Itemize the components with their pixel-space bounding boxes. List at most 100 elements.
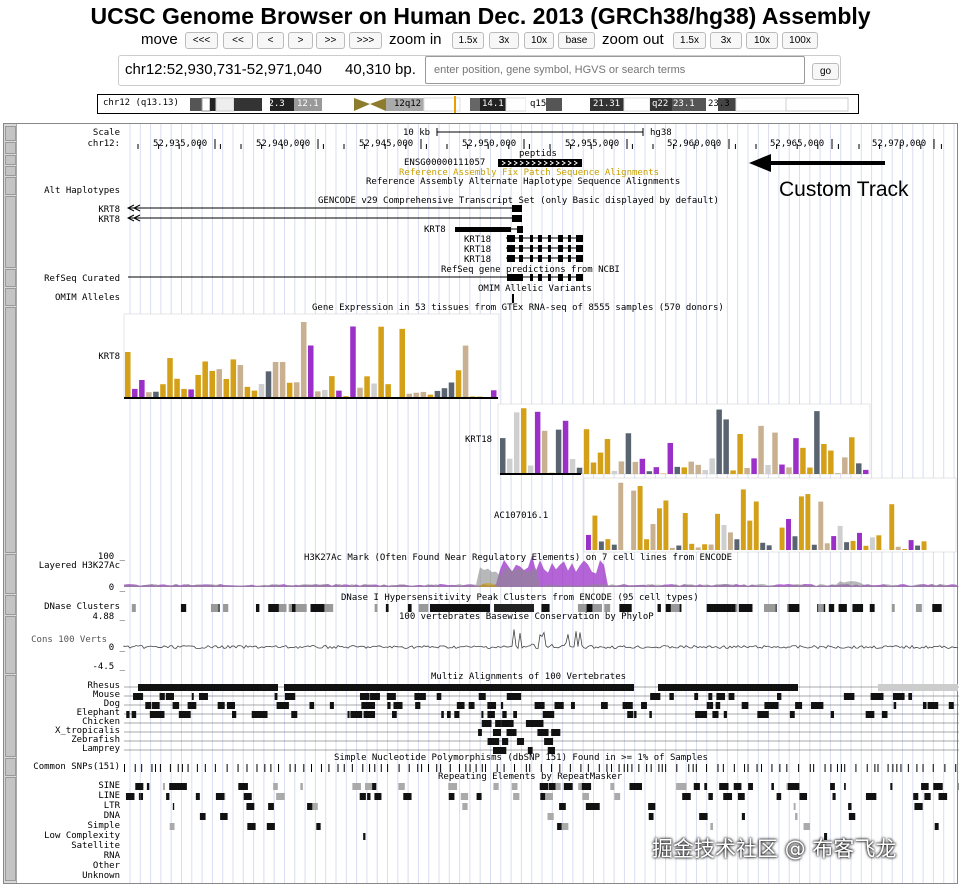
navigation-row: move <<< << < > >> >>> zoom in 1.5x 3x 1… [0,31,961,51]
zoom-out-3x-button[interactable]: 3x [710,32,742,49]
track-toggle-button[interactable] [5,675,16,757]
repeat-element [547,813,554,820]
track-toggle-button[interactable] [5,269,16,287]
snp-mark [503,764,505,772]
gencode-gene-label[interactable]: KRT18 [464,235,492,245]
move-far-left-button[interactable]: <<< [185,32,218,49]
gencode-gene-label[interactable]: KRT8 [424,225,446,235]
repeat-element [614,793,621,800]
move-slight-right-button[interactable]: > [288,32,313,49]
track-toggle-button[interactable] [5,758,16,776]
track-sidebar [4,124,17,883]
repeat-element [146,783,150,790]
gtex-gene-label[interactable]: KRT18 [465,435,493,445]
repeat-element [511,783,518,790]
move-right-button[interactable]: >> [316,32,345,49]
alignment-block [908,693,912,700]
track-image[interactable]: Scale chr12: 10 kb hg38 52,935,000 52,94… [3,123,959,884]
zoom-out-10x-button[interactable]: 10x [746,32,778,49]
refseq-exon [530,274,533,281]
gtex-bar [760,542,766,550]
repeat-element [648,813,654,820]
zoom-base-button[interactable]: base [558,32,595,49]
gtex-bar [520,408,527,474]
gtex-gene-label[interactable]: KRT8 [98,352,120,362]
gtex-bar [824,543,830,550]
track-toggle-button[interactable] [5,196,16,268]
track-toggle-button[interactable] [5,155,16,165]
alignment-block [447,711,451,718]
dnase-cluster [679,604,682,612]
gencode-gene-label[interactable]: KRT18 [464,255,492,265]
track-toggle-button[interactable] [5,288,16,306]
zoom-out-1-5x-button[interactable]: 1.5x [673,32,706,49]
repeat-element [169,823,175,830]
repeat-element [585,803,595,810]
snp-mark [798,764,800,772]
move-slight-left-button[interactable]: < [257,32,284,49]
move-label: move [141,31,178,48]
alignment-block [391,711,397,718]
snp-mark [481,764,483,772]
alt-haplotypes-label: Alt Haplotypes [44,186,120,196]
strand-arrow-icon [561,160,566,166]
gtex-bar [850,540,856,550]
gtex-bar [798,496,804,550]
gtex-bar [611,544,617,550]
snp-mark [141,764,143,772]
alignment-block [203,693,208,700]
track-toggle-button[interactable] [5,595,16,615]
chromosome-ideogram[interactable]: chr12 (q13.13) 12.3 12.1 12q12 14.1 q15 … [97,94,859,114]
strand-arrow-icon [573,160,578,166]
track-toggle-button[interactable] [5,126,16,141]
repeat-element [403,793,412,800]
gtex-bar [300,321,307,398]
repeat-element [140,793,144,800]
snp-mark [631,764,633,772]
gencode-gene-label[interactable]: KRT18 [464,245,492,255]
repeat-element [913,793,919,800]
track-toggle-button[interactable] [5,554,16,594]
snp-label: Common SNPs(151) [33,762,120,772]
snp-mark [337,764,339,772]
repeat-element [549,783,559,790]
zoom-in-1-5x-button[interactable]: 1.5x [452,32,484,49]
alignment-block [387,702,391,709]
track-toggle-button[interactable] [5,177,16,195]
strand-arrow-icon [507,160,512,166]
repeat-element [166,793,170,800]
track-toggle-button[interactable] [5,307,16,553]
position-search-input[interactable] [425,56,805,84]
custom-feature-label[interactable]: ENSG00000111057 [404,158,486,168]
move-far-right-button[interactable]: >>> [349,32,382,49]
alignment-block [493,747,496,754]
alignment-block [542,711,555,718]
move-left-button[interactable]: << [223,32,253,49]
gtex-bar [237,365,244,398]
gtex-gene-label[interactable]: AC107016.1 [494,511,549,521]
repeat-element [640,783,643,790]
bp-length: 40,310 bp. [345,61,416,78]
snp-mark [569,764,571,772]
species-label: Elephant [76,708,120,718]
transcript-exon [519,255,523,262]
zoom-in-3x-button[interactable]: 3x [489,32,519,49]
dnase-cluster [591,604,602,612]
repeat-element [215,793,225,800]
track-toggle-button[interactable] [5,777,16,881]
track-toggle-button[interactable] [5,166,16,176]
zoom-out-100x-button[interactable]: 100x [782,32,818,49]
track-toggle-button[interactable] [5,142,16,154]
transcript-exon [576,245,583,252]
go-button[interactable]: go [812,63,839,80]
gtex-bar [837,525,843,550]
alignment-block [393,702,403,709]
ruler-tick-label: 52,945,000 [359,139,414,149]
alignment-block [232,711,237,718]
gtex-bar [734,539,740,550]
track-toggle-button[interactable] [5,616,16,674]
snp-mark [706,764,708,772]
gencode-gene-label[interactable]: KRT8 [98,205,120,215]
zoom-in-10x-button[interactable]: 10x [524,32,554,49]
gencode-gene-label[interactable]: KRT8 [98,215,120,225]
